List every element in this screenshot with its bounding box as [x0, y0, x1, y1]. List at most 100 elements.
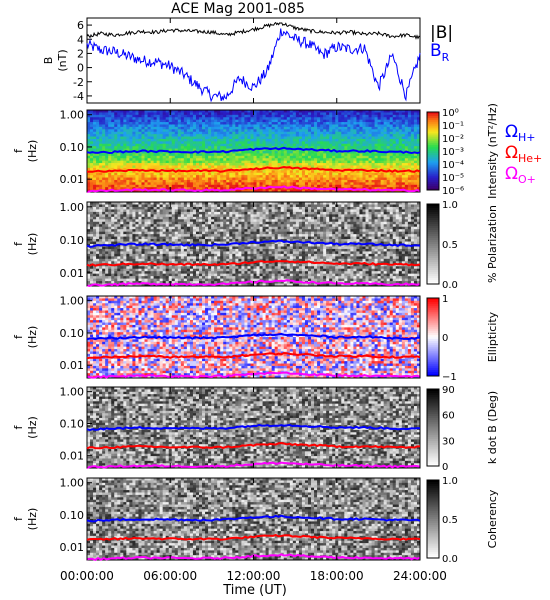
- spectrogram-cell: [335, 143, 339, 147]
- spectrogram-cell: [87, 124, 91, 128]
- spectrogram-cell: [189, 216, 194, 220]
- spectrogram-cell: [320, 134, 324, 137]
- spectrogram-cell: [386, 143, 391, 147]
- spectrogram-cell: [268, 126, 273, 130]
- spectrogram-cell: [186, 182, 191, 186]
- spectrogram-cell: [129, 131, 133, 135]
- spectrogram-cell: [174, 204, 179, 208]
- spectrogram-cell: [153, 216, 158, 220]
- spectrogram-cell: [389, 153, 394, 157]
- spectrogram-cell: [192, 114, 197, 118]
- spectrogram-cell: [295, 151, 300, 154]
- spectrogram-cell: [177, 163, 182, 166]
- spectrogram-cell: [277, 155, 282, 159]
- spectrogram-cell: [380, 136, 385, 140]
- spectrogram-cell: [247, 158, 251, 162]
- spectrogram-cell: [123, 189, 127, 193]
- spectrogram-cell: [96, 271, 100, 275]
- spectrogram-cell: [174, 236, 179, 240]
- spectrogram-cell: [404, 184, 409, 188]
- spectrogram-cell: [335, 134, 339, 137]
- spectrogram-cell: [192, 119, 197, 123]
- spectrogram-cell: [123, 177, 127, 181]
- spectrogram-cell: [111, 129, 115, 133]
- spectrogram-cell: [147, 184, 151, 188]
- spectrogram-cell: [87, 175, 91, 178]
- spectrogram-cell: [208, 187, 212, 190]
- spectrogram-cell: [244, 138, 248, 142]
- spectrogram-cell: [159, 158, 164, 162]
- spectrogram-cell: [135, 248, 139, 252]
- spectrogram-cell: [389, 119, 394, 123]
- spectrogram-cell: [292, 141, 297, 145]
- spectrogram-cell: [356, 165, 360, 169]
- spectrogram-cell: [214, 146, 218, 149]
- spectrogram-cell: [292, 143, 297, 147]
- spectrogram-cell: [292, 146, 297, 149]
- spectrogram-cell: [368, 187, 372, 190]
- spectrogram-cell: [174, 283, 179, 287]
- spectrogram-cell: [371, 124, 375, 128]
- spectrogram-cell: [247, 112, 251, 116]
- spectrogram-cell: [87, 221, 91, 225]
- spectrogram-cell: [341, 122, 345, 125]
- spectrogram-cell: [159, 248, 164, 252]
- spectrogram-cell: [99, 209, 103, 213]
- spectrogram-cell: [211, 155, 215, 159]
- spectrogram-cell: [150, 248, 154, 252]
- spectrogram-cell: [317, 146, 321, 149]
- spectrogram-cell: [232, 146, 236, 149]
- spectrogram-cell: [123, 204, 127, 208]
- spectrogram-cell: [162, 266, 167, 270]
- spectrogram-cell: [235, 124, 239, 128]
- spectrogram-cell: [374, 114, 379, 118]
- spectrogram-cell: [413, 117, 418, 121]
- spectrogram-cell: [105, 141, 109, 145]
- spectrogram-cell: [262, 134, 267, 137]
- spectrogram-cell: [341, 114, 345, 118]
- spectrogram-cell: [150, 122, 154, 125]
- spectrogram-cell: [350, 146, 354, 149]
- spectrogram-cell: [150, 266, 154, 270]
- spectrogram-cell: [389, 110, 394, 113]
- spectrogram-cell: [153, 134, 158, 137]
- spectrogram-cell: [186, 216, 191, 220]
- spectrogram-cell: [138, 231, 142, 235]
- spectrogram-cell: [307, 158, 312, 162]
- spectrogram-cell: [153, 278, 158, 282]
- spectrogram-cell: [380, 117, 385, 121]
- spectrogram-cell: [96, 216, 100, 220]
- spectrogram-cell: [235, 153, 239, 157]
- spectrogram-cell: [304, 153, 309, 157]
- spectrogram-cell: [341, 119, 345, 123]
- spectrogram-cell: [359, 143, 363, 147]
- spectrogram-cell: [150, 281, 154, 284]
- spectrogram-cell: [226, 124, 230, 128]
- spectrogram-cell: [341, 160, 345, 164]
- spectrogram-cell: [96, 231, 100, 235]
- spectrogram-cell: [138, 283, 142, 287]
- spectrogram-cell: [241, 175, 245, 178]
- spectrogram-cell: [180, 175, 185, 178]
- spectrogram-cell: [374, 177, 379, 181]
- spectrogram-cell: [195, 110, 200, 113]
- spectrogram-cell: [189, 206, 194, 210]
- spectrogram-cell: [401, 158, 406, 162]
- spectrogram-cell: [314, 158, 318, 162]
- spectrogram-cell: [111, 175, 115, 178]
- spectrogram-cell: [271, 182, 276, 186]
- spectrogram-cell: [144, 119, 148, 123]
- spectrogram-cell: [147, 160, 151, 164]
- spectrogram-cell: [332, 158, 336, 162]
- spectrogram-cell: [90, 231, 94, 235]
- spectrogram-cell: [114, 266, 118, 270]
- spectrogram-cell: [141, 172, 145, 176]
- spectrogram-cell: [180, 122, 185, 125]
- spectrogram-cell: [135, 231, 139, 235]
- spectrogram-cell: [144, 251, 148, 255]
- spectrogram-cell: [162, 206, 167, 210]
- spectrogram-cell: [283, 138, 288, 142]
- spectrogram-cell: [295, 126, 300, 130]
- spectrogram-cell: [177, 153, 182, 157]
- spectrogram-cell: [90, 172, 94, 176]
